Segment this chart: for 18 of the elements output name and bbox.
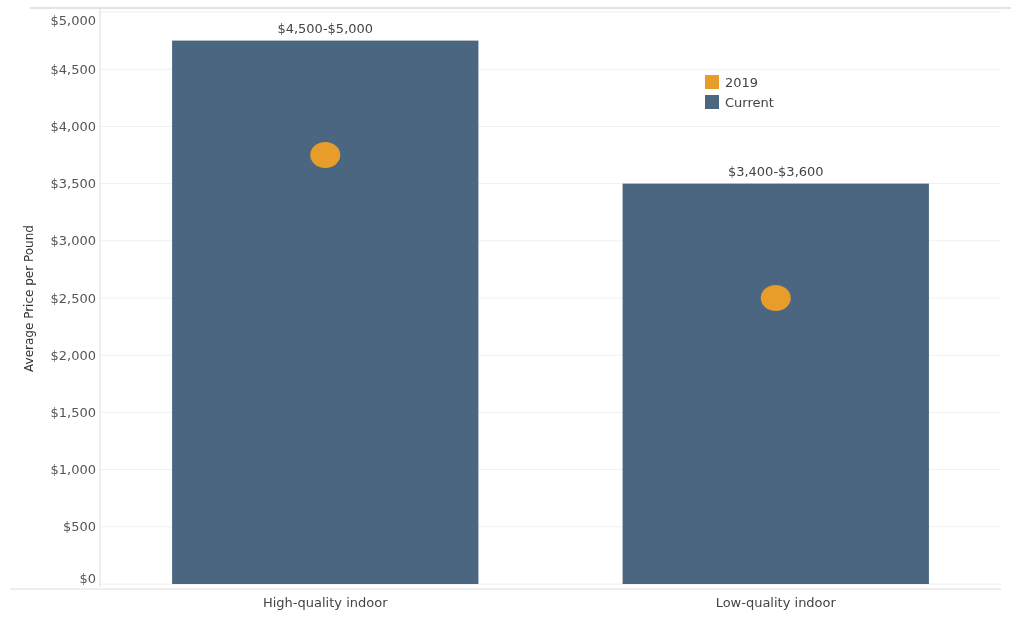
data-label: $4,500-$5,000 bbox=[277, 20, 374, 36]
y-tick-label: $4,500 bbox=[50, 61, 96, 77]
y-tick-label: $2,500 bbox=[50, 290, 96, 306]
legend-label: Current bbox=[725, 94, 774, 110]
y-tick-label: $1,500 bbox=[50, 404, 96, 420]
y-tick-label: $3,500 bbox=[50, 176, 96, 192]
y-tick-label: $0 bbox=[79, 570, 96, 586]
y-tick-label: $2,000 bbox=[50, 347, 96, 363]
y-axis-title: Average Price per Pound bbox=[22, 225, 36, 372]
y-tick-label: $5,000 bbox=[50, 12, 96, 28]
legend-label: 2019 bbox=[725, 74, 759, 90]
y-tick-label: $3,000 bbox=[50, 233, 96, 249]
y-tick-label: $1,000 bbox=[50, 462, 96, 478]
y-tick-label: $4,000 bbox=[50, 118, 96, 134]
x-tick-label: High-quality indoor bbox=[262, 595, 389, 610]
y-tick-label: $500 bbox=[62, 519, 96, 535]
x-tick-label: Low-quality indoor bbox=[715, 595, 837, 610]
data-label: $3,400-$3,600 bbox=[727, 163, 824, 179]
